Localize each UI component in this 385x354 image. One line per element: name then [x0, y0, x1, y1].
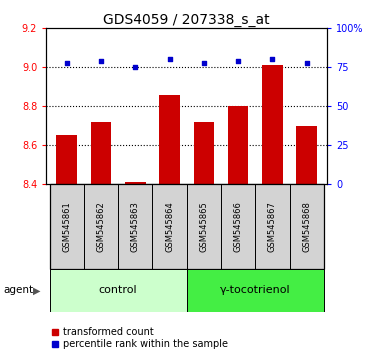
Point [166, 57, 172, 62]
Text: agent: agent [4, 285, 34, 295]
Bar [296, 126, 317, 184]
Point [132, 64, 138, 70]
Legend: transformed count, percentile rank within the sample: transformed count, percentile rank withi… [51, 327, 228, 349]
Text: GSM545868: GSM545868 [302, 201, 311, 252]
Bar [187, 184, 221, 269]
Bar [187, 269, 324, 312]
Text: GSM545865: GSM545865 [199, 201, 208, 252]
Bar [84, 184, 118, 269]
Bar [152, 184, 187, 269]
Text: γ-tocotrienol: γ-tocotrienol [220, 285, 291, 295]
Text: GSM545864: GSM545864 [165, 201, 174, 252]
Bar [91, 122, 111, 184]
Title: GDS4059 / 207338_s_at: GDS4059 / 207338_s_at [104, 13, 270, 27]
Bar [125, 182, 146, 184]
Bar [50, 269, 187, 312]
Bar [228, 106, 248, 184]
Point [98, 58, 104, 64]
Point [304, 60, 310, 65]
Bar [255, 184, 290, 269]
Point [64, 60, 70, 65]
Bar [159, 95, 180, 184]
Point [201, 60, 207, 65]
Text: GSM545862: GSM545862 [97, 201, 105, 252]
Text: GSM545866: GSM545866 [234, 201, 243, 252]
Bar [262, 65, 283, 184]
Text: ▶: ▶ [33, 285, 40, 295]
Text: control: control [99, 285, 137, 295]
Text: GSM545861: GSM545861 [62, 201, 71, 252]
Bar [221, 184, 255, 269]
Text: GSM545863: GSM545863 [131, 201, 140, 252]
Bar [118, 184, 152, 269]
Bar [57, 136, 77, 184]
Bar [50, 184, 84, 269]
Text: GSM545867: GSM545867 [268, 201, 277, 252]
Point [235, 58, 241, 64]
Bar [290, 184, 324, 269]
Bar [194, 122, 214, 184]
Point [270, 57, 276, 62]
